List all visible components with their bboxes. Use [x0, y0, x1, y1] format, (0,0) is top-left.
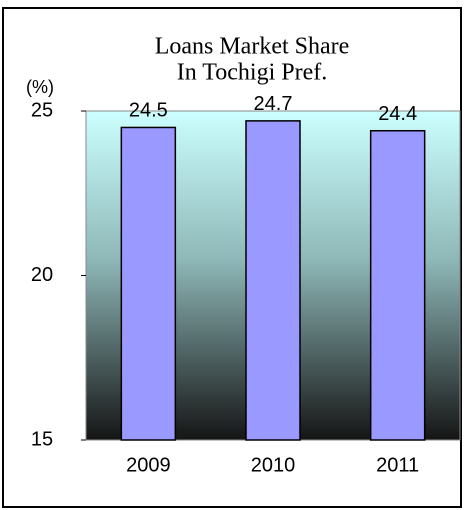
bar: [369, 129, 426, 441]
data-label: 24.5: [129, 100, 168, 122]
bar: [120, 126, 177, 441]
x-tick-label: 2011: [376, 454, 419, 476]
data-label: 24.4: [378, 103, 417, 125]
y-tick-label: 15: [31, 428, 53, 450]
frame: [2, 7, 462, 508]
data-label: 24.7: [254, 93, 293, 115]
x-tick-label: 2009: [126, 454, 171, 476]
y-tick-label: 25: [31, 99, 53, 121]
x-tick-label: 2010: [251, 454, 296, 476]
chart-title: Loans Market Share: [155, 34, 350, 60]
y-tick-label: 20: [31, 264, 53, 286]
chart-title: In Tochigi Pref.: [177, 60, 328, 86]
bar: [245, 120, 301, 441]
y-axis-label: (%): [26, 77, 54, 97]
